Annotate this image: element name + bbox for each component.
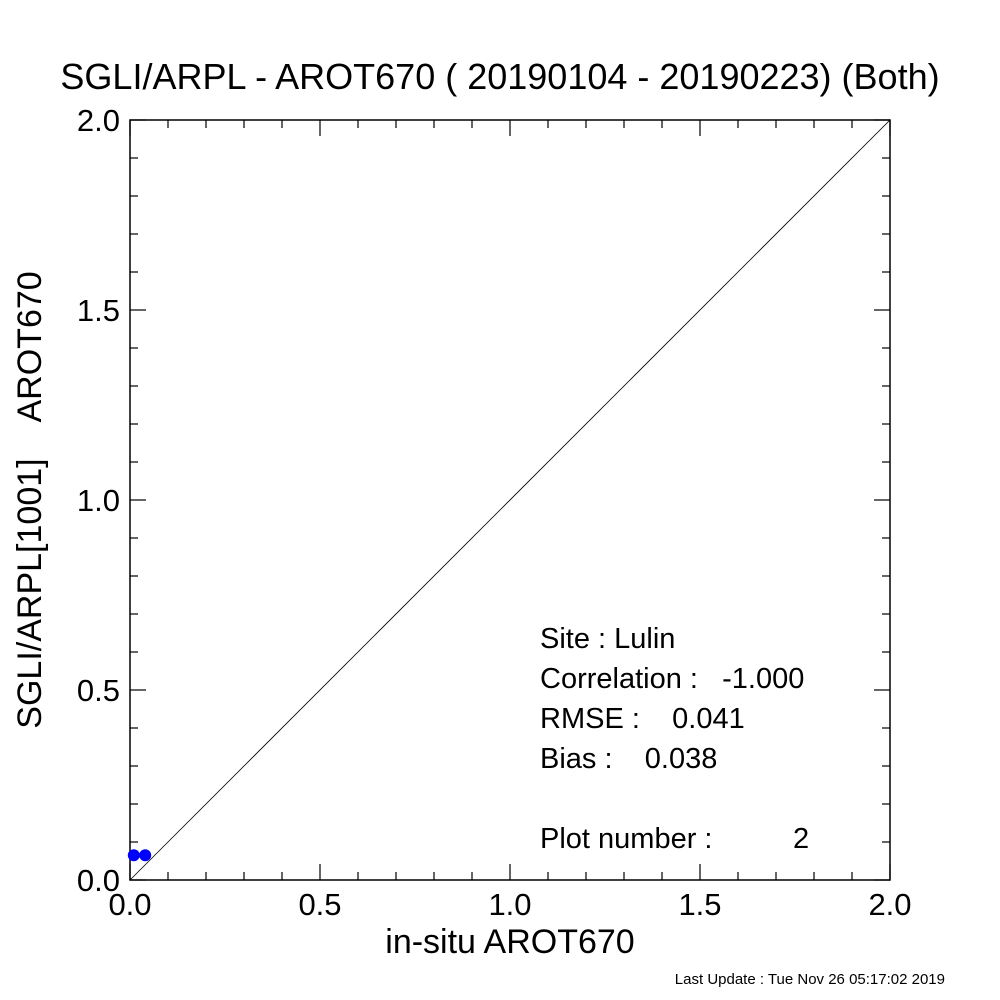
- y-tick-label: 0.5: [77, 673, 120, 708]
- y-tick-label: 1.5: [77, 293, 120, 328]
- y-tick-label: 0.0: [77, 863, 120, 898]
- one-to-one-line: [129, 119, 891, 881]
- site-label: Site : Lulin: [540, 623, 676, 655]
- last-update-text: Last Update : Tue Nov 26 05:17:02 2019: [674, 971, 945, 988]
- data-point: [127, 849, 140, 862]
- plot-number-label: Plot number : 2: [540, 823, 810, 855]
- data-point: [139, 849, 152, 862]
- data-points: [127, 849, 152, 862]
- x-tick-label: 0.0: [108, 887, 151, 922]
- y-tick-label: 2.0: [77, 103, 120, 138]
- rmse-label: RMSE : 0.041: [540, 703, 745, 735]
- x-tick-label: 1.0: [488, 887, 531, 922]
- y-tick-label: 1.0: [77, 483, 120, 518]
- x-tick-label: 1.5: [678, 887, 721, 922]
- tick-labels: 0.0 0.5 1.0 1.5 2.0 0.0 0.5 1.0 1.5 2.0: [77, 103, 912, 922]
- correlation-label: Correlation : -1.000: [540, 663, 805, 695]
- y-axis-label: SGLI/ARPL[1001] AROT670: [11, 271, 49, 729]
- reference-line-group: [129, 119, 891, 881]
- bias-label: Bias : 0.038: [540, 743, 718, 775]
- x-axis-label: in-situ AROT670: [385, 923, 635, 961]
- x-tick-label: 2.0: [868, 887, 911, 922]
- chart-title: SGLI/ARPL - AROT670 ( 20190104 - 2019022…: [60, 56, 940, 97]
- tick-marks: [129, 119, 891, 881]
- x-tick-label: 0.5: [298, 887, 341, 922]
